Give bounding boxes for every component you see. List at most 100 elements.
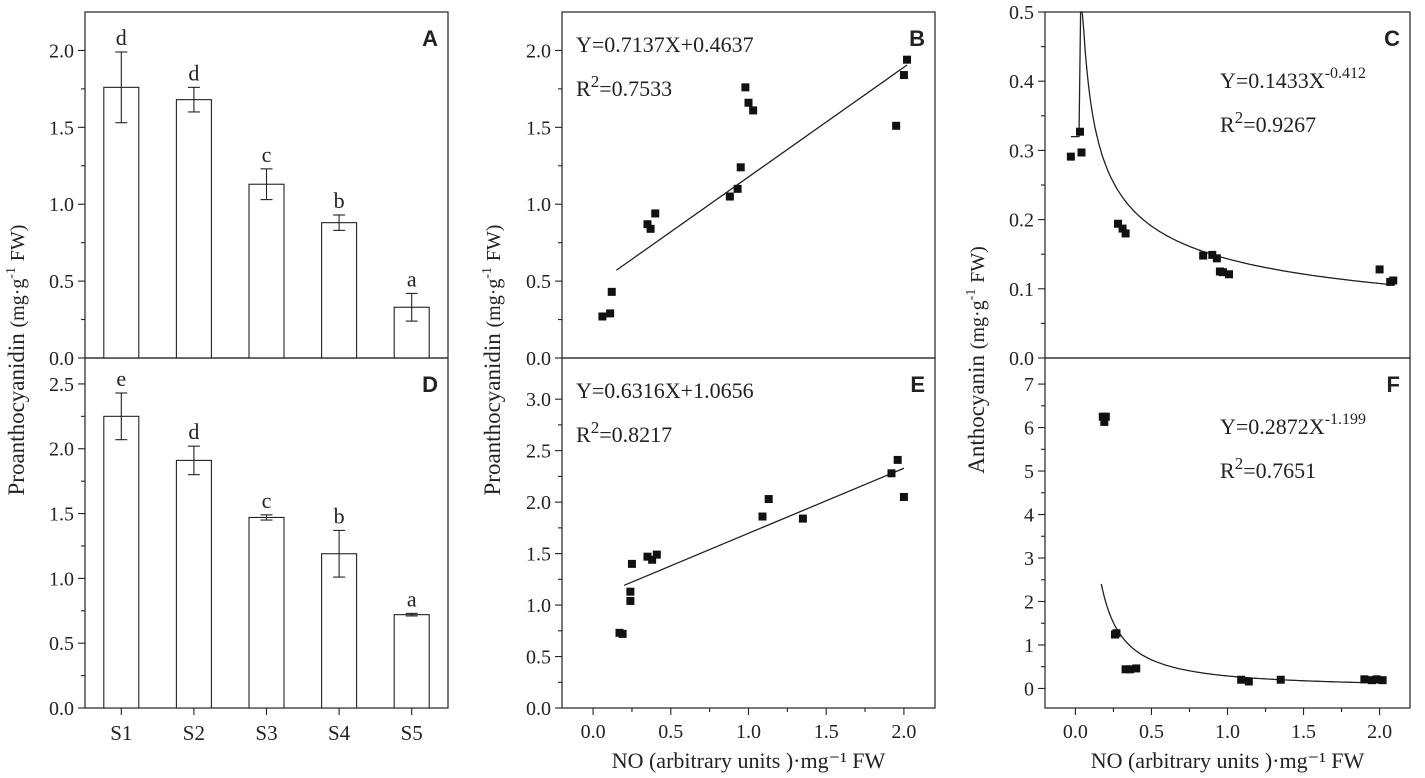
r-squared-F: R2=0.7651 bbox=[1220, 454, 1316, 483]
xtick-label-E: 2.0 bbox=[891, 721, 916, 743]
bar-D bbox=[248, 516, 285, 709]
fit-curve-F bbox=[1100, 583, 1383, 684]
xtick-label-F: 1.0 bbox=[1215, 721, 1240, 743]
data-point-F bbox=[1112, 629, 1121, 638]
ytick-label-C: 0.3 bbox=[1009, 140, 1034, 162]
data-point-E bbox=[764, 495, 773, 504]
ytick-label-A: 1.0 bbox=[49, 194, 74, 216]
equation-C: Y=0.1433X-0.412 bbox=[1220, 65, 1366, 93]
data-point-C bbox=[1218, 268, 1227, 277]
r-squared-prefix-B: R bbox=[576, 76, 591, 101]
data-point-F bbox=[1244, 677, 1253, 686]
data-point-C bbox=[1208, 250, 1217, 259]
r-squared-prefix-C: R bbox=[1220, 112, 1235, 137]
xtick-label-F: 2.0 bbox=[1367, 721, 1392, 743]
significance-letter-A: b bbox=[334, 188, 345, 213]
ytick-label-D: 0.0 bbox=[49, 698, 74, 720]
ytick-label-F: 4 bbox=[1024, 505, 1034, 527]
data-point-B bbox=[903, 55, 912, 64]
data-point-F bbox=[1126, 665, 1135, 674]
data-point-C bbox=[1225, 270, 1234, 279]
y-axis-label-right-main: Anthocyanin bbox=[964, 354, 989, 473]
significance-letter-D: b bbox=[334, 503, 345, 528]
ytick-label-C: 0.4 bbox=[1009, 71, 1034, 93]
data-point-C bbox=[1375, 265, 1384, 274]
bar-A bbox=[103, 86, 140, 359]
ytick-label-D: 0.5 bbox=[49, 633, 74, 655]
data-point-B bbox=[598, 312, 607, 321]
data-point-B bbox=[892, 121, 901, 130]
data-point-F bbox=[1100, 417, 1109, 426]
data-point-E bbox=[887, 469, 896, 478]
bar-A bbox=[321, 222, 358, 359]
ytick-label-C: 0.1 bbox=[1009, 279, 1034, 301]
equation-E: Y=0.6316X+1.0656 bbox=[576, 378, 754, 403]
ytick-label-E: 0.0 bbox=[526, 698, 551, 720]
data-point-E bbox=[652, 550, 661, 559]
ytick-label-C: 0.2 bbox=[1009, 210, 1034, 232]
y-axis-label-left-main: Proanthocyanidin bbox=[4, 333, 29, 496]
ytick-label-D: 2.5 bbox=[49, 374, 74, 396]
bar-A bbox=[248, 183, 285, 359]
xtick-label-F: 1.5 bbox=[1291, 721, 1316, 743]
ytick-label-A: 1.5 bbox=[49, 117, 74, 139]
y-axis-label-left-text: Proanthocyanidin (mg·g-1 FW) bbox=[4, 225, 29, 496]
data-point-B bbox=[744, 98, 753, 107]
xtick-label-E: 1.0 bbox=[736, 721, 761, 743]
data-point-C bbox=[1121, 229, 1130, 238]
equation-text-C: Y=0.1433X bbox=[1220, 68, 1325, 93]
panel-label-C: C bbox=[1384, 26, 1400, 51]
data-point-E bbox=[626, 587, 635, 596]
ytick-label-C: 0.5 bbox=[1009, 2, 1034, 24]
fit-line-B bbox=[616, 64, 908, 271]
panel-frame-C bbox=[1044, 11, 1411, 359]
data-point-B bbox=[607, 287, 616, 296]
ytick-label-E: 2.0 bbox=[526, 492, 551, 514]
data-point-C bbox=[1212, 254, 1221, 263]
data-point-C bbox=[1075, 127, 1084, 136]
data-point-E bbox=[648, 555, 657, 564]
r-squared-sup-C: 2 bbox=[1235, 108, 1244, 127]
x-axis-label-F: NO (arbitrary units )·mg⁻¹ FW bbox=[1091, 748, 1365, 773]
data-point-B bbox=[606, 309, 615, 318]
data-point-B bbox=[725, 192, 734, 201]
equation-exponent-F: -1.199 bbox=[1325, 411, 1366, 428]
equation-text-E: Y=0.6316X+1.0656 bbox=[576, 378, 754, 403]
significance-letter-D: e bbox=[116, 366, 126, 391]
ytick-label-F: 5 bbox=[1024, 461, 1034, 483]
xtick-label-D: S5 bbox=[401, 721, 423, 745]
equation-B: Y=0.7137X+0.4637 bbox=[576, 32, 754, 57]
ytick-label-B: 1.0 bbox=[526, 194, 551, 216]
ytick-label-B: 0.5 bbox=[526, 271, 551, 293]
y-axis-label-middle-unit-tail: FW) bbox=[483, 225, 505, 262]
equation-text-B: Y=0.7137X+0.4637 bbox=[576, 32, 754, 57]
data-point-F bbox=[1378, 676, 1387, 685]
r-squared-prefix-F: R bbox=[1220, 458, 1235, 483]
ytick-label-A: 0.5 bbox=[49, 271, 74, 293]
data-point-B bbox=[736, 163, 745, 172]
y-axis-label-middle-text: Proanthocyanidin (mg·g-1 FW) bbox=[480, 225, 505, 496]
r-squared-prefix-E: R bbox=[576, 422, 591, 447]
xtick-label-E: 0.0 bbox=[581, 721, 606, 743]
data-point-C bbox=[1199, 251, 1208, 260]
ytick-label-A: 0.0 bbox=[49, 348, 74, 370]
data-point-E bbox=[893, 455, 902, 464]
y-axis-label-right-unit-sup: -1 bbox=[964, 289, 979, 301]
bar-D bbox=[175, 459, 212, 709]
xtick-label-D: S3 bbox=[255, 721, 277, 745]
panel-frame-B bbox=[561, 11, 936, 359]
ytick-label-B: 2.0 bbox=[526, 40, 551, 62]
panel-label-E: E bbox=[910, 372, 925, 397]
bar-D bbox=[321, 553, 358, 709]
ytick-label-E: 1.0 bbox=[526, 595, 551, 617]
significance-letter-A: d bbox=[188, 60, 199, 85]
y-axis-label-middle-unit-sup: -1 bbox=[480, 267, 495, 279]
significance-letter-A: d bbox=[116, 25, 127, 50]
data-point-E bbox=[798, 514, 807, 523]
r-squared-sup-E: 2 bbox=[591, 418, 600, 437]
panel-label-B: B bbox=[909, 26, 925, 51]
x-axis-label-E: NO (arbitrary units )·mg⁻¹ FW bbox=[612, 748, 886, 773]
data-point-B bbox=[899, 71, 908, 80]
y-axis-label-left-unit-sup: -1 bbox=[4, 267, 19, 279]
